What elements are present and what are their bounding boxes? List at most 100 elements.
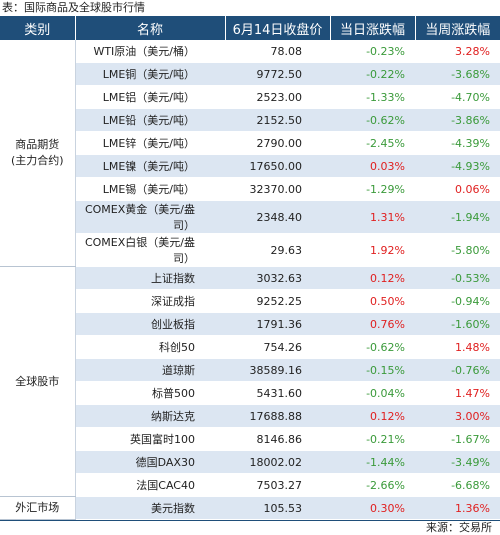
name-cell: 深证成指	[75, 289, 225, 313]
close-cell: 29.63	[225, 233, 330, 267]
table-row: LME锡（美元/吨） 32370.00 -1.29% 0.06%	[0, 177, 500, 201]
day-change-cell: 1.92%	[330, 233, 415, 267]
close-cell: 1791.36	[225, 312, 330, 336]
day-change-cell: 0.12%	[330, 266, 415, 290]
day-change-cell: -0.04%	[330, 381, 415, 405]
week-change-cell: -3.86%	[415, 108, 500, 132]
name-cell: 道琼斯	[75, 358, 225, 382]
week-change-cell: -0.53%	[415, 266, 500, 290]
name-cell: 纳斯达克	[75, 404, 225, 428]
table-row: 创业板指 1791.36 0.76% -1.60%	[0, 312, 500, 336]
name-cell: LME镍（美元/吨）	[75, 154, 225, 178]
day-change-cell: 0.76%	[330, 312, 415, 336]
name-cell: LME铝（美元/吨）	[75, 85, 225, 109]
day-change-cell: -1.44%	[330, 450, 415, 474]
name-cell: 德国DAX30	[75, 450, 225, 474]
table-row: LME铜（美元/吨） 9772.50 -0.22% -3.68%	[0, 62, 500, 86]
day-change-cell: -0.23%	[330, 40, 415, 63]
week-change-cell: -6.68%	[415, 473, 500, 497]
day-change-cell: -1.33%	[330, 85, 415, 109]
table-body: 商品期货 (主力合约) WTI原油（美元/桶） 78.08 -0.23% 3.28% LME…	[0, 40, 500, 520]
close-cell: 3032.63	[225, 266, 330, 290]
header-category: 类别	[0, 16, 76, 40]
header-close: 6月14日收盘价	[225, 16, 331, 40]
table-row: LME铝（美元/吨） 2523.00 -1.33% -4.70%	[0, 85, 500, 109]
name-cell: 法国CAC40	[75, 473, 225, 497]
table-row: 标普500 5431.60 -0.04% 1.47%	[0, 381, 500, 405]
week-change-cell: -4.93%	[415, 154, 500, 178]
close-cell: 105.53	[225, 496, 330, 520]
name-cell: 科创50	[75, 335, 225, 359]
day-change-cell: -0.21%	[330, 427, 415, 451]
day-change-cell: -2.45%	[330, 131, 415, 155]
day-change-cell: -0.62%	[330, 335, 415, 359]
day-change-cell: 0.12%	[330, 404, 415, 428]
close-cell: 78.08	[225, 40, 330, 63]
name-cell: LME铜（美元/吨）	[75, 62, 225, 86]
table-row: 英国富时100 8146.86 -0.21% -1.67%	[0, 427, 500, 451]
table-row: 外汇市场 美元指数 105.53 0.30% 1.36%	[0, 496, 500, 520]
day-change-cell: -2.66%	[330, 473, 415, 497]
category-cell: 全球股市	[0, 266, 76, 497]
day-change-cell: -1.29%	[330, 177, 415, 201]
name-cell: LME锌（美元/吨）	[75, 131, 225, 155]
close-cell: 754.26	[225, 335, 330, 359]
table-row: LME锌（美元/吨） 2790.00 -2.45% -4.39%	[0, 131, 500, 155]
day-change-cell: 0.50%	[330, 289, 415, 313]
table-row: 法国CAC40 7503.27 -2.66% -6.68%	[0, 473, 500, 497]
week-change-cell: 1.48%	[415, 335, 500, 359]
close-cell: 38589.16	[225, 358, 330, 382]
close-cell: 17650.00	[225, 154, 330, 178]
name-cell: WTI原油（美元/桶）	[75, 40, 225, 63]
close-cell: 2523.00	[225, 85, 330, 109]
table-row: 深证成指 9252.25 0.50% -0.94%	[0, 289, 500, 313]
close-cell: 9252.25	[225, 289, 330, 313]
name-cell: 上证指数	[75, 266, 225, 290]
day-change-cell: -0.15%	[330, 358, 415, 382]
day-change-cell: -0.22%	[330, 62, 415, 86]
name-cell: LME铅（美元/吨）	[75, 108, 225, 132]
category-cell: 外汇市场	[0, 496, 76, 520]
day-change-cell: 0.30%	[330, 496, 415, 520]
week-change-cell: -5.80%	[415, 233, 500, 267]
week-change-cell: 3.00%	[415, 404, 500, 428]
table-row: COMEX白银（美元/盎司） 29.63 1.92% -5.80%	[0, 233, 500, 267]
week-change-cell: -1.94%	[415, 200, 500, 234]
category-cell: 商品期货 (主力合约)	[0, 40, 76, 267]
name-cell: 英国富时100	[75, 427, 225, 451]
name-cell: COMEX白银（美元/盎司）	[75, 233, 225, 267]
close-cell: 32370.00	[225, 177, 330, 201]
table-row: 科创50 754.26 -0.62% 1.48%	[0, 335, 500, 359]
table-row: 纳斯达克 17688.88 0.12% 3.00%	[0, 404, 500, 428]
source-note: 来源：交易所	[0, 520, 500, 535]
week-change-cell: -3.68%	[415, 62, 500, 86]
header-row: 类别 名称 6月14日收盘价 当日涨跌幅 当周涨跌幅	[0, 16, 500, 40]
table-row: LME铅（美元/吨） 2152.50 -0.62% -3.86%	[0, 108, 500, 132]
table-row: COMEX黄金（美元/盎司） 2348.40 1.31% -1.94%	[0, 200, 500, 234]
close-cell: 2348.40	[225, 200, 330, 234]
close-cell: 17688.88	[225, 404, 330, 428]
week-change-cell: -1.60%	[415, 312, 500, 336]
day-change-cell: -0.62%	[330, 108, 415, 132]
table-caption: 表：国际商品及全球股市行情	[2, 1, 145, 14]
close-cell: 9772.50	[225, 62, 330, 86]
close-cell: 7503.27	[225, 473, 330, 497]
header-week-change: 当周涨跌幅	[415, 16, 500, 40]
close-cell: 5431.60	[225, 381, 330, 405]
close-cell: 8146.86	[225, 427, 330, 451]
table-row: 商品期货 (主力合约) WTI原油（美元/桶） 78.08 -0.23% 3.28%	[0, 40, 500, 267]
market-table: 类别 名称 6月14日收盘价 当日涨跌幅 当周涨跌幅 商品期货 (主力合约) WTI…	[0, 16, 500, 520]
close-cell: 18002.02	[225, 450, 330, 474]
close-cell: 2790.00	[225, 131, 330, 155]
week-change-cell: -0.94%	[415, 289, 500, 313]
table-row: 道琼斯 38589.16 -0.15% -0.76%	[0, 358, 500, 382]
table-row: 全球股市 上证指数 3032.63 0.12% -0.53%	[0, 266, 500, 497]
week-change-cell: 0.06%	[415, 177, 500, 201]
week-change-cell: -4.70%	[415, 85, 500, 109]
week-change-cell: -0.76%	[415, 358, 500, 382]
day-change-cell: 0.03%	[330, 154, 415, 178]
name-cell: 标普500	[75, 381, 225, 405]
week-change-cell: 3.28%	[415, 40, 500, 63]
name-cell: LME锡（美元/吨）	[75, 177, 225, 201]
week-change-cell: -3.49%	[415, 450, 500, 474]
